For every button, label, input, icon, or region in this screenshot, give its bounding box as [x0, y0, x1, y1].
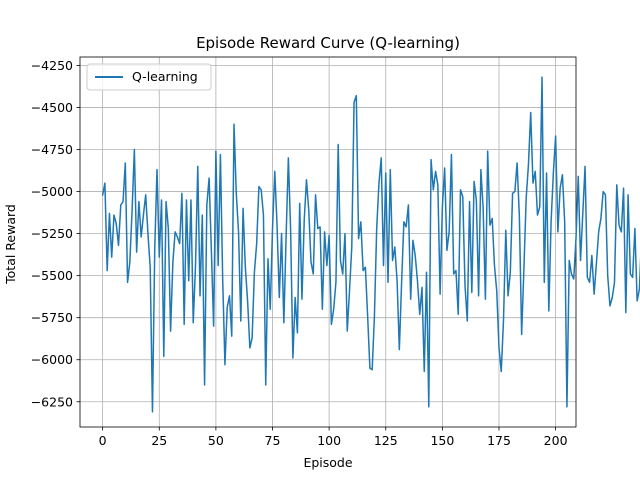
x-tick-label: 100 [317, 433, 341, 448]
x-tick-label: 150 [430, 433, 454, 448]
legend-box [86, 63, 212, 91]
y-tick-label: −4500 [31, 100, 73, 115]
series-line-q-learning [101, 76, 640, 413]
x-tick-label: 125 [374, 433, 398, 448]
y-tick-label: −5500 [31, 268, 73, 283]
y-tick-label: −4750 [31, 142, 73, 157]
ticks: 0 25 50 75 100 125 150 175 200 −6250 −6000 −5750 −55… [31, 58, 568, 448]
x-tick-label: 175 [487, 433, 511, 448]
x-tick-label: 200 [544, 433, 568, 448]
y-tick-label: −6250 [31, 394, 73, 409]
y-tick-label: −5000 [31, 184, 73, 199]
series-layer [101, 76, 640, 413]
y-axis-label: Total Reward [3, 204, 18, 285]
legend-label: Q-learning [132, 69, 198, 84]
y-tick-label: −6000 [31, 352, 73, 367]
x-tick-label: 0 [99, 433, 107, 448]
x-tick-label: 50 [208, 433, 224, 448]
y-tick-label: −5250 [31, 226, 73, 241]
x-axis-label: Episode [303, 455, 352, 470]
y-tick-label: −4250 [31, 58, 73, 73]
legend: Q-learning [86, 63, 212, 91]
x-tick-label: 75 [265, 433, 281, 448]
y-tick-label: −5750 [31, 310, 73, 325]
grid [80, 57, 576, 427]
chart-title: Episode Reward Curve (Q-learning) [196, 34, 460, 52]
x-tick-label: 25 [151, 433, 167, 448]
